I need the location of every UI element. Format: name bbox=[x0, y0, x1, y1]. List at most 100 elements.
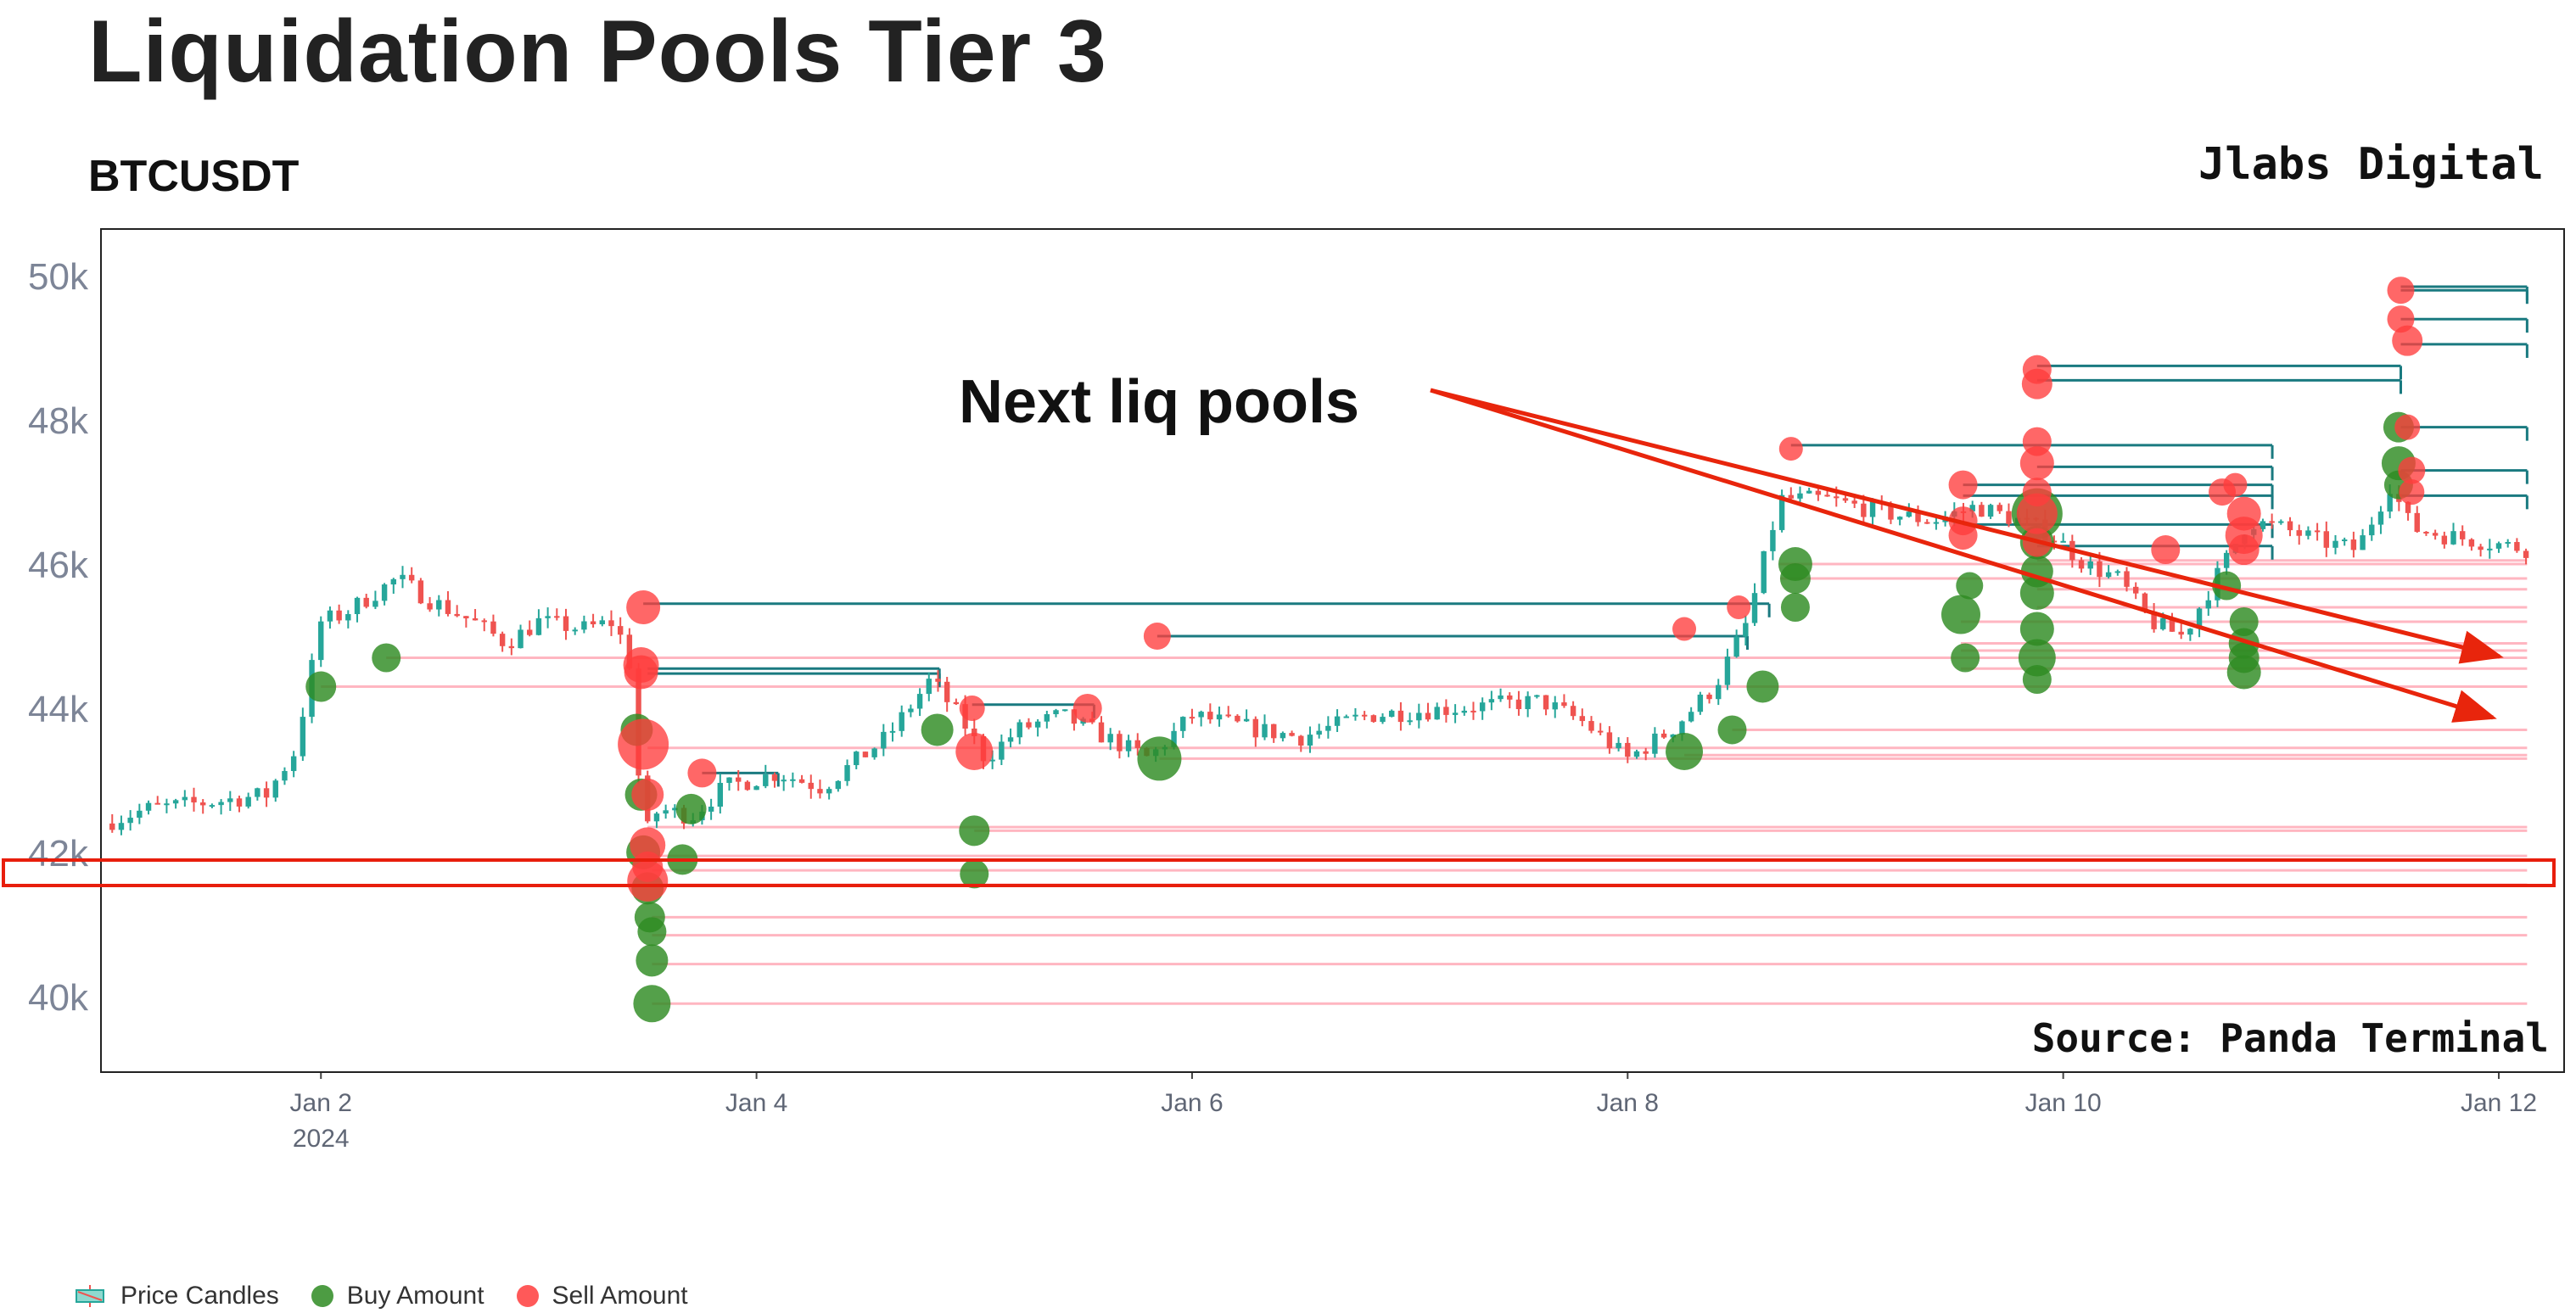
candle-body bbox=[1198, 712, 1204, 718]
candle-body bbox=[581, 621, 587, 630]
buy-pool-bubble bbox=[2019, 576, 2054, 611]
candle-body bbox=[1706, 694, 1712, 700]
candle-body bbox=[2087, 561, 2093, 569]
candle-body bbox=[172, 800, 179, 804]
buy-pool-bubble bbox=[372, 643, 401, 673]
candle-body bbox=[744, 781, 751, 791]
candle-body bbox=[1280, 733, 1286, 739]
sell-pool-bubble bbox=[1948, 470, 1978, 500]
buy-pool-bubble bbox=[675, 793, 707, 824]
candle-body bbox=[1888, 504, 1894, 520]
candle-body bbox=[2051, 540, 2058, 543]
candle-body bbox=[2314, 530, 2321, 533]
candle-body bbox=[1806, 490, 1812, 494]
sell-pool-bubble bbox=[2387, 277, 2415, 305]
candle-swatch-icon bbox=[76, 1285, 104, 1307]
candle-body bbox=[2432, 533, 2439, 536]
y-tick-label: 48k bbox=[28, 400, 89, 442]
candle-body bbox=[191, 796, 197, 803]
candle-body bbox=[1270, 724, 1277, 739]
annotation-arrow-lower bbox=[1430, 388, 2497, 723]
legend-item-candles[interactable]: Price Candles bbox=[71, 1282, 279, 1310]
candle-body bbox=[835, 780, 842, 790]
axes-layer: 40k 42k 44k 46k 48k 50k Jan 2 2024 Jan 4 Jan 6 Jan… bbox=[28, 256, 2537, 1153]
candle-body bbox=[572, 629, 578, 632]
candle-body bbox=[1670, 734, 1676, 738]
candle-body bbox=[2078, 560, 2085, 569]
candle-body bbox=[2468, 539, 2475, 547]
candle-body bbox=[1034, 721, 1041, 728]
candle-body bbox=[1924, 522, 1930, 524]
candle-body bbox=[2287, 521, 2293, 531]
candle-body bbox=[854, 751, 860, 766]
sell-pool-bubble bbox=[631, 778, 664, 811]
sell-pool-bubble bbox=[2228, 534, 2260, 566]
candle-body bbox=[518, 629, 524, 649]
candle-body bbox=[2441, 535, 2448, 545]
candle-body bbox=[2305, 530, 2311, 536]
candle-body bbox=[1026, 722, 1032, 728]
candle-body bbox=[282, 771, 288, 781]
buy-pool-bubble bbox=[1956, 572, 1984, 600]
buy-pool-bubble bbox=[1951, 643, 1980, 673]
candle-body bbox=[2260, 521, 2266, 529]
candle-body bbox=[1252, 718, 1259, 738]
candle-body bbox=[1407, 720, 1413, 723]
candle-body bbox=[653, 813, 660, 822]
legend-item-buy[interactable]: Buy Amount bbox=[310, 1282, 484, 1310]
sell-pool-bubble bbox=[955, 732, 994, 770]
sell-pool-bubble bbox=[624, 655, 658, 690]
candle-body bbox=[1488, 699, 1495, 703]
x-tick-label: Jan 10 bbox=[2025, 1089, 2102, 1117]
sell-pool-bubble bbox=[2394, 414, 2421, 440]
candle-body bbox=[1361, 714, 1368, 717]
candle-body bbox=[753, 785, 759, 791]
candle-body bbox=[790, 779, 796, 781]
candle-body bbox=[545, 616, 551, 618]
legend-label-buy: Buy Amount bbox=[346, 1282, 484, 1310]
candle-body bbox=[527, 629, 533, 635]
candle-body bbox=[481, 620, 487, 623]
candle-body bbox=[1397, 710, 1404, 723]
candle-body bbox=[1307, 735, 1313, 746]
candle-body bbox=[400, 574, 406, 579]
candle-body bbox=[916, 694, 923, 709]
candle-body bbox=[2278, 521, 2284, 523]
buy-dot-icon bbox=[311, 1285, 333, 1307]
candle-body bbox=[2132, 586, 2139, 594]
candle-body bbox=[1851, 500, 1857, 504]
sell-pool-bubble bbox=[687, 758, 717, 788]
candle-body bbox=[1552, 702, 1558, 710]
candle-body bbox=[817, 789, 823, 794]
candle-body bbox=[590, 621, 596, 624]
candle-body bbox=[1633, 751, 1640, 757]
candle-body bbox=[1761, 550, 1767, 594]
y-tick-label: 50k bbox=[28, 256, 89, 298]
candle-body bbox=[1788, 494, 1795, 499]
sell-pool-bubble bbox=[2151, 535, 2181, 565]
buy-pool-bubble bbox=[921, 713, 954, 746]
candle-body bbox=[1125, 740, 1132, 751]
candle-body bbox=[2006, 511, 2012, 524]
candle-body bbox=[926, 679, 932, 695]
candle-body bbox=[1325, 725, 1331, 731]
candle-body bbox=[1915, 511, 1921, 522]
candle-body bbox=[2269, 521, 2275, 523]
buy-pool-bubble bbox=[2229, 607, 2259, 637]
sell-pool-bubble bbox=[626, 590, 661, 625]
candle-body bbox=[490, 621, 496, 634]
candle-body bbox=[1470, 710, 1476, 712]
candle-body bbox=[1933, 522, 1940, 524]
legend-item-sell[interactable]: Sell Amount bbox=[515, 1282, 688, 1310]
candle-body bbox=[672, 807, 678, 811]
sell-pool-bubble bbox=[1948, 521, 1978, 550]
buy-pool-bubble bbox=[2019, 612, 2054, 646]
candle-body bbox=[2160, 617, 2166, 629]
candle-body bbox=[2360, 535, 2366, 550]
sell-pool-bubble bbox=[2021, 368, 2052, 399]
candle-body bbox=[908, 708, 914, 712]
candle-body bbox=[1334, 716, 1341, 726]
buy-pool-bubble bbox=[636, 944, 669, 977]
candle-body bbox=[1062, 709, 1068, 712]
